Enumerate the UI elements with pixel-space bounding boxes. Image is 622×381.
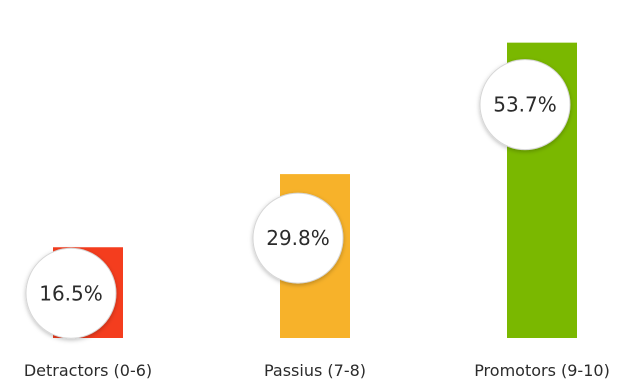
value-bubble-1: [25, 247, 117, 339]
data-label-3: 53.7%: [493, 93, 557, 117]
value-bubbles-group: 16.5% 29.8% 53.7%: [25, 59, 571, 339]
value-bubble-3: [479, 59, 571, 151]
x-tick-label-3: Promotors (9-10): [474, 361, 610, 380]
x-axis-labels: Detractors (0-6) Passius (7-8) Promotors (…: [24, 361, 610, 380]
value-bubble-2: [252, 192, 344, 284]
x-tick-label-1: Detractors (0-6): [24, 361, 152, 380]
data-label-1: 16.5%: [39, 281, 103, 305]
x-tick-label-2: Passius (7-8): [264, 361, 366, 380]
data-label-2: 29.8%: [266, 226, 330, 250]
